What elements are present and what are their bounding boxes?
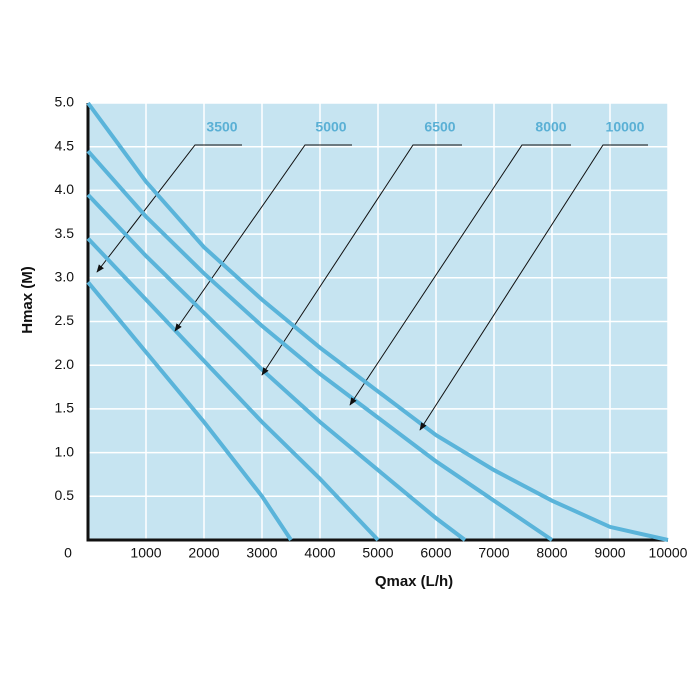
y-tick-label: 3.0 [55,269,75,285]
series-label: 10000 [606,119,645,135]
x-tick-label: 3000 [246,545,277,561]
y-tick-label: 4.5 [55,137,75,153]
y-tick-label: 0.5 [55,487,75,503]
y-tick-label: 1.5 [55,400,75,416]
x-axis-label: Qmax (L/h) [375,573,453,590]
series-label: 6500 [424,119,455,135]
series-line [86,101,669,542]
x-tick-label: 7000 [478,545,509,561]
series-label: 5000 [315,119,346,135]
y-tick-label: 5.0 [55,94,75,110]
x-tick-label: 8000 [536,545,567,561]
series-line [86,193,467,542]
callout-arrow [174,144,352,332]
series-label: 3500 [206,119,237,135]
series-line [86,237,380,542]
x-tick-label: 2000 [188,545,219,561]
x-tick-label: 0 [64,545,72,561]
y-tick-label: 2.0 [55,356,75,372]
x-tick-label: 1000 [130,545,161,561]
callout-arrow [419,144,648,431]
series-label: 8000 [535,119,566,135]
y-tick-label: 2.5 [55,312,75,328]
y-tick-label: 4.0 [55,181,75,197]
y-tick-label: 3.5 [55,225,75,241]
x-tick-label: 4000 [304,545,335,561]
series-line [86,280,293,542]
y-tick-label: 1.0 [55,443,75,459]
callout-arrow [96,144,242,273]
callout-arrow [349,144,571,406]
y-axis-label: Hmax (M) [19,266,36,334]
x-tick-label: 5000 [362,545,393,561]
x-tick-label: 10000 [649,545,688,561]
series-line [86,149,554,542]
callout-arrow [261,144,462,376]
x-tick-label: 6000 [420,545,451,561]
x-tick-label: 9000 [594,545,625,561]
